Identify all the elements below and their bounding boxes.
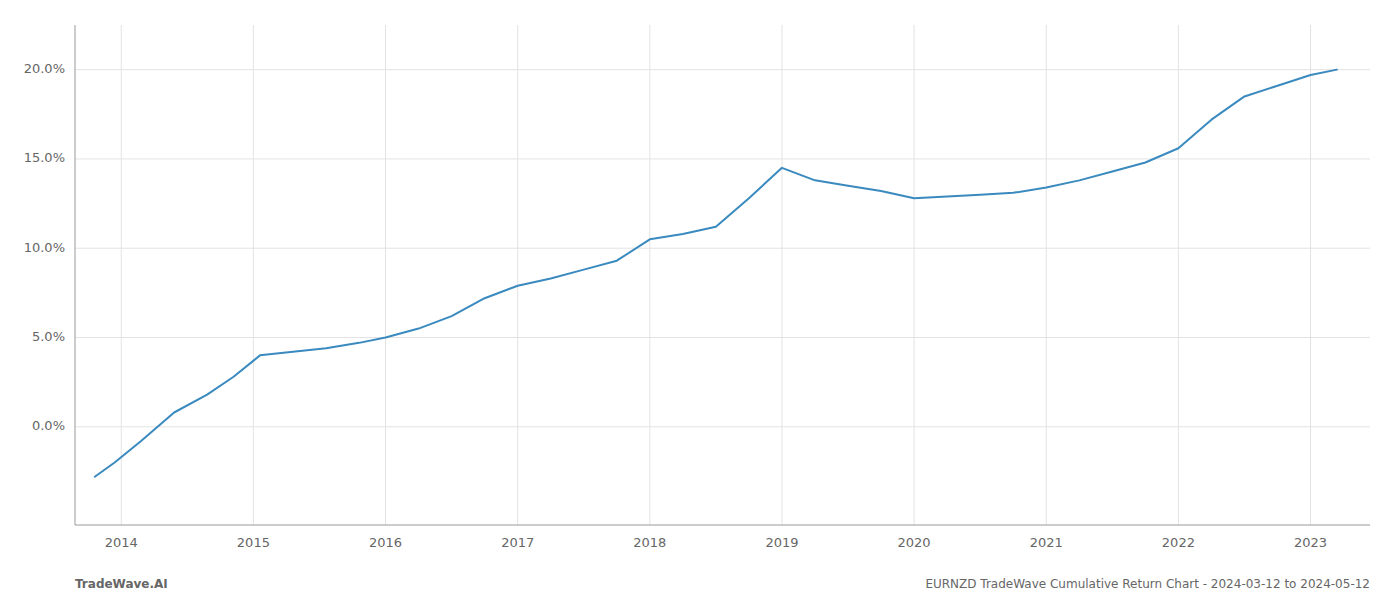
- x-tick-label: 2023: [1294, 535, 1327, 550]
- x-grid-line: [253, 25, 254, 525]
- grid: [75, 25, 1370, 525]
- x-tick-label: 2021: [1030, 535, 1063, 550]
- footer-right: EURNZD TradeWave Cumulative Return Chart…: [925, 577, 1370, 591]
- x-tick-label: 2015: [237, 535, 270, 550]
- y-tick-label: 10.0%: [24, 240, 65, 255]
- x-tick-label: 2018: [633, 535, 666, 550]
- y-axis-line: [75, 25, 76, 525]
- y-tick-label: 20.0%: [24, 61, 65, 76]
- x-grid-line: [1310, 25, 1311, 525]
- x-grid-line: [1178, 25, 1179, 525]
- plot-area: [95, 70, 1337, 477]
- x-grid-line: [385, 25, 386, 525]
- chart: 0.0% 5.0% 10.0% 15.0% 20.0% 2014 2015 2016 2017 2…: [0, 0, 1400, 600]
- x-tick-label: 2019: [765, 535, 798, 550]
- y-tick-label: 0.0%: [32, 418, 65, 433]
- y-grid-line: [75, 337, 1370, 338]
- axes: 0.0% 5.0% 10.0% 15.0% 20.0% 2014 2015 2016 2017 2…: [24, 25, 1370, 550]
- line: [95, 70, 1337, 477]
- x-tick-label: 2014: [105, 535, 138, 550]
- x-axis-line: [75, 525, 1370, 526]
- x-tick-label: 2020: [898, 535, 931, 550]
- y-grid-line: [75, 426, 1370, 427]
- y-grid-line: [75, 248, 1370, 249]
- x-tick-label: 2022: [1162, 535, 1195, 550]
- y-grid-line: [75, 158, 1370, 159]
- y-tick-label: 5.0%: [32, 329, 65, 344]
- x-grid-line: [1046, 25, 1047, 525]
- x-grid-line: [914, 25, 915, 525]
- y-grid-line: [75, 69, 1370, 70]
- x-grid-line: [121, 25, 122, 525]
- x-tick-label: 2017: [501, 535, 534, 550]
- x-grid-line: [781, 25, 782, 525]
- x-grid-line: [649, 25, 650, 525]
- x-tick-label: 2016: [369, 535, 402, 550]
- footer-left: TradeWave.AI: [75, 577, 168, 591]
- y-tick-label: 15.0%: [24, 150, 65, 165]
- x-grid-line: [517, 25, 518, 525]
